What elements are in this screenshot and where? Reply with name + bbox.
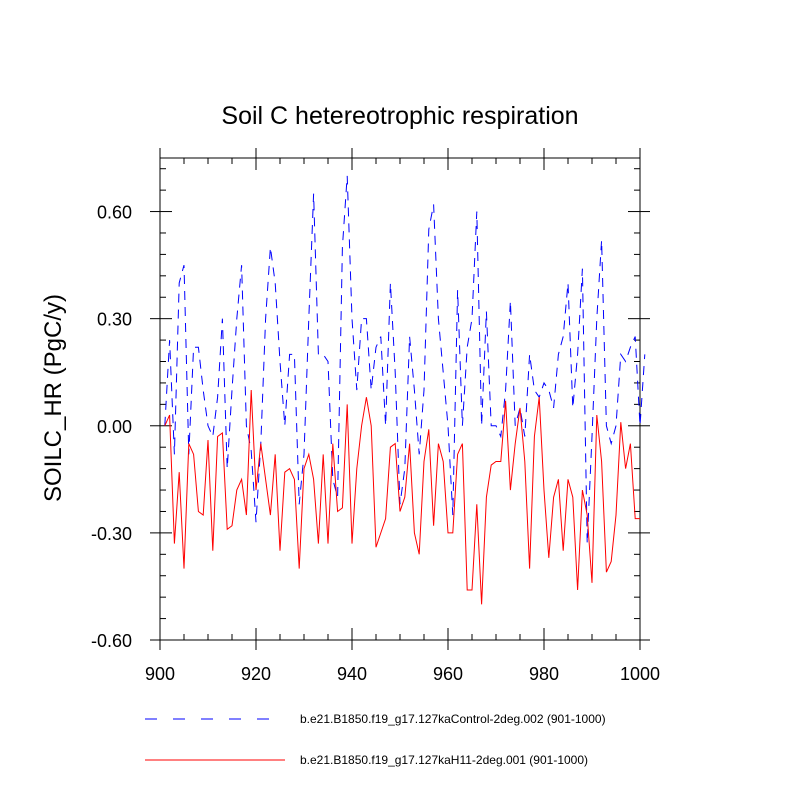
y-tick-label: 0.60 [97, 203, 132, 223]
plot-frame [159, 157, 641, 641]
legend-label-2: b.e21.B1850.f19_g17.127kaH11-2deg.001 (9… [300, 753, 588, 767]
y-tick-label: -0.30 [91, 524, 132, 544]
x-tick-label: 960 [433, 664, 463, 684]
x-tick-label: 940 [337, 664, 367, 684]
x-tick-label: 1000 [620, 664, 660, 684]
y-tick-label: -0.60 [91, 631, 132, 651]
series-line-2 [164, 390, 640, 605]
x-tick-label: 920 [241, 664, 271, 684]
x-tick-label: 900 [145, 664, 175, 684]
x-tick-label: 980 [529, 664, 559, 684]
series-line-1 [164, 175, 646, 544]
y-tick-label: 0.00 [97, 417, 132, 437]
y-axis-label: SOILC_HR (PgC/y) [40, 294, 67, 502]
y-tick-label: 0.30 [97, 310, 132, 330]
chart-title: Soil C hetereotrophic respiration [221, 102, 578, 130]
legend-label-1: b.e21.B1850.f19_g17.127kaControl-2deg.00… [300, 712, 606, 726]
